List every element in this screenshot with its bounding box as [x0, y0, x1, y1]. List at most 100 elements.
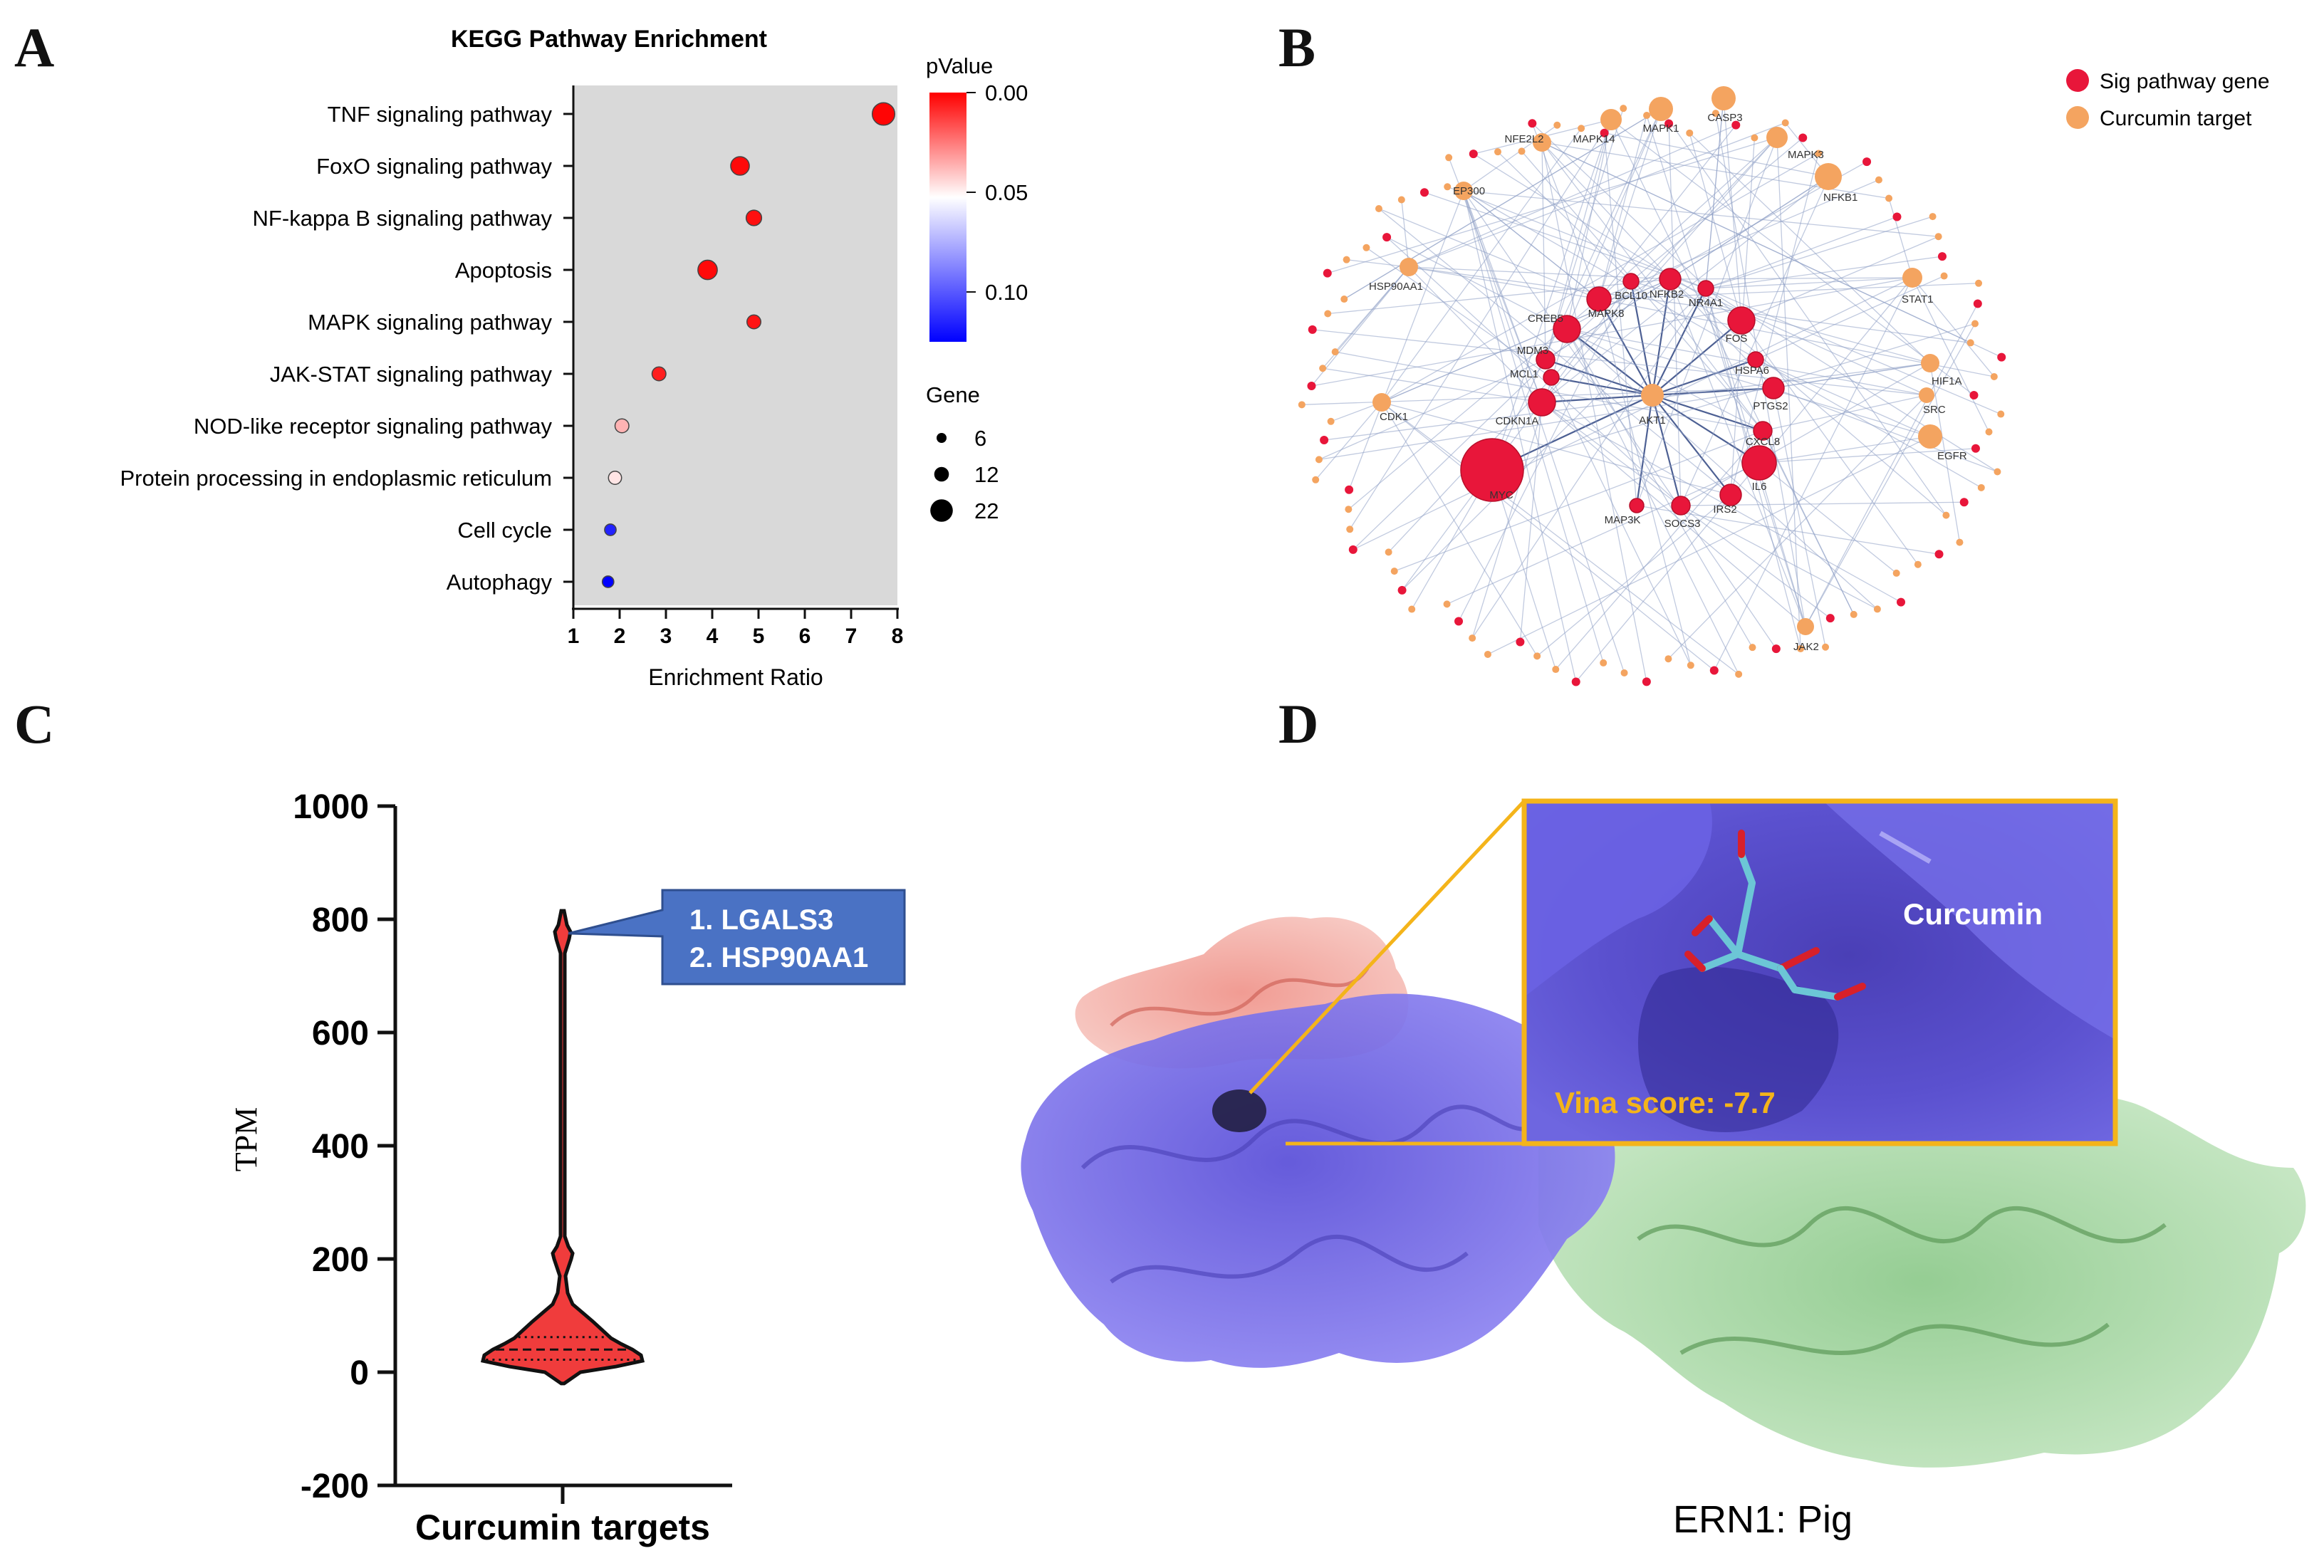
network-edge	[1598, 298, 1692, 666]
network-edge	[1545, 176, 1829, 360]
network-edge	[1551, 377, 1692, 666]
panel-label-a: A	[14, 16, 55, 78]
gene-legend-marker	[930, 499, 953, 522]
peripheral-node	[1956, 538, 1964, 546]
peripheral-node	[1797, 645, 1805, 653]
peripheral-node	[1343, 256, 1350, 263]
kegg-bubble-chart: KEGG Pathway Enrichment TNF signaling pa…	[120, 26, 1028, 690]
network-edge	[1463, 190, 1577, 682]
peripheral-node	[1892, 569, 1900, 577]
peripheral-node	[1990, 372, 1998, 380]
peripheral-node	[1578, 125, 1585, 132]
network-edge	[1310, 266, 1409, 387]
y-tick-label: 200	[312, 1241, 369, 1279]
peripheral-node	[1620, 669, 1628, 676]
peripheral-node	[1687, 662, 1694, 669]
peripheral-node	[1533, 652, 1541, 660]
target-node	[1918, 424, 1942, 449]
gene-legend-label: 22	[974, 498, 999, 523]
network-edge	[1566, 328, 1927, 396]
network-edge	[1730, 153, 1819, 496]
sig-gene-label: MDM3	[1517, 345, 1548, 357]
y-category-label: NOD-like receptor signaling pathway	[194, 414, 553, 439]
gene-legend-label: 12	[974, 462, 999, 487]
y-tick-label: 400	[312, 1128, 369, 1166]
network-edge	[1328, 278, 1671, 315]
violin-shape	[480, 909, 645, 1386]
peripheral-node	[1390, 568, 1398, 575]
peripheral-node	[1985, 428, 1993, 436]
network-edge	[1667, 394, 1927, 659]
sig-gene-label: IL6	[1752, 481, 1767, 493]
network-edge	[1652, 394, 1763, 432]
target-node	[1711, 86, 1736, 110]
network-edge	[1353, 277, 1913, 550]
network-edge	[1541, 142, 1546, 360]
legend-sig-gene-marker	[2066, 69, 2089, 92]
enrichment-point	[730, 156, 750, 176]
blue-cartoon-trace	[1080, 1104, 1555, 1284]
network-edge	[1566, 328, 1739, 675]
peripheral-node	[1966, 339, 1974, 347]
peripheral-node	[1319, 365, 1327, 372]
inset-frame	[1521, 798, 2118, 1146]
network-edge	[1758, 462, 1897, 574]
peripheral-node	[1940, 272, 1948, 280]
sig-gene-node	[1629, 498, 1645, 513]
sig-gene-node	[1697, 280, 1714, 297]
network-edge	[1401, 199, 1409, 268]
sig-gene-label: MAPK8	[1588, 308, 1625, 320]
network-edge	[1566, 161, 1867, 330]
peripheral-node	[1385, 548, 1392, 556]
structure-title: ERN1: Pig	[1673, 1498, 1853, 1541]
network-edge	[1566, 328, 1754, 648]
network-edge	[1491, 108, 1662, 471]
peripheral-node	[1735, 670, 1743, 678]
peripheral-node	[1408, 605, 1416, 613]
network-edge	[1566, 328, 1878, 610]
sig-gene-label: IRS2	[1713, 503, 1736, 516]
network-edge	[1660, 108, 1947, 516]
network-edge	[1888, 198, 1913, 278]
peripheral-node	[1994, 468, 2001, 476]
network-edge	[1463, 190, 1982, 488]
network-edge	[1381, 402, 1731, 496]
sig-gene-label: MYC	[1489, 489, 1513, 501]
network-edge	[1394, 430, 1763, 572]
network-edge	[1463, 190, 1543, 403]
peripheral-node	[1345, 506, 1353, 513]
enrichment-point	[697, 259, 718, 281]
enrichment-point	[614, 418, 630, 434]
peripheral-node	[1977, 484, 1985, 491]
red-cartoon-trace	[1110, 967, 1370, 1027]
peripheral-node	[1324, 310, 1332, 318]
network-edge	[1519, 402, 1543, 642]
network-edge	[1381, 152, 1819, 403]
network-edge	[1343, 108, 1662, 300]
peripheral-node	[1942, 511, 1950, 519]
peripheral-node	[1873, 605, 1881, 613]
target-node	[1454, 182, 1473, 200]
peripheral-node	[1528, 119, 1537, 128]
peripheral-node	[1897, 597, 1906, 607]
network-edge	[1669, 278, 1947, 516]
peripheral-node	[1375, 205, 1382, 213]
target-label: MAPK3	[1788, 149, 1824, 161]
chart-title: KEGG Pathway Enrichment	[451, 26, 767, 53]
enrichment-point	[746, 314, 761, 330]
target-node	[1600, 109, 1622, 130]
network-edge	[1755, 275, 1944, 360]
peripheral-node	[1929, 213, 1937, 221]
peripheral-node	[1885, 194, 1893, 202]
docking-structure: Curcumin Vina score: -7.7 ERN1: Pig	[1021, 798, 2306, 1541]
curcumin-ligand	[1684, 830, 1866, 1000]
network-edge	[1353, 281, 1632, 550]
sig-gene-node	[1741, 445, 1777, 481]
target-node	[1372, 393, 1391, 412]
sig-gene-node	[1553, 315, 1581, 343]
inset-surface-ridge	[1524, 801, 1712, 997]
network-edge	[1541, 142, 1647, 682]
network-edge	[1388, 137, 1778, 553]
sig-gene-node	[1536, 350, 1556, 370]
network-edge	[1755, 359, 1931, 437]
